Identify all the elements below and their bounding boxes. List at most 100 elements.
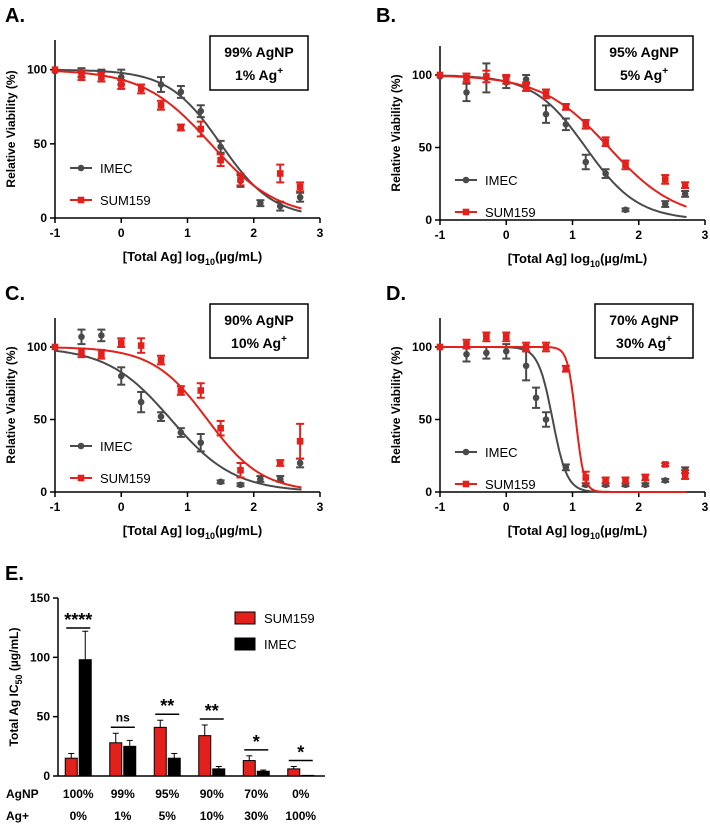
bar-sum159 (242, 760, 256, 777)
y-tick-label: 0 (43, 769, 50, 783)
x-axis-title-unit: (µg/mL) (215, 249, 262, 264)
data-point-sum159 (502, 333, 510, 341)
data-point-imec (177, 88, 185, 96)
x-tick-label: 2 (635, 500, 642, 514)
legend-label: IMEC (485, 173, 518, 188)
y-axis-title: Relative Viability (%) (389, 74, 403, 191)
data-point-sum159 (483, 73, 490, 80)
y-axis-title: Relative Viability (%) (4, 70, 18, 187)
data-point-imec (276, 202, 284, 210)
x-tick-label: 1 (569, 228, 576, 242)
data-point-sum159 (661, 176, 669, 183)
data-point-sum159 (463, 340, 470, 348)
bar-imec (301, 774, 315, 777)
condition-box (594, 303, 694, 359)
agnp-percent-label: 100% (63, 787, 94, 801)
y-axis-title: Relative Viability (%) (389, 346, 403, 463)
data-point-imec (78, 333, 85, 341)
data-point-sum159 (463, 74, 470, 82)
data-point-sum159 (117, 81, 125, 88)
ag-ion-percent-label: 5% (159, 809, 177, 823)
data-point-imec (661, 200, 669, 208)
condition-box (209, 303, 309, 359)
agnp-percent-label: 0% (292, 787, 310, 801)
y-tick-label: 0 (40, 211, 47, 225)
data-point-sum159 (78, 349, 85, 357)
condition-ag-ion-text: 10% Ag (231, 335, 281, 351)
data-point-sum159 (602, 138, 609, 145)
y-axis-title-main: Total Ag IC (7, 684, 21, 746)
y-tick-label: 50 (419, 413, 433, 427)
condition-ag-ion-text: 30% Ag (616, 335, 666, 351)
data-point-sum159 (522, 343, 530, 351)
significance-label: ** (205, 701, 219, 721)
data-point-sum159 (137, 342, 145, 349)
x-axis-title-subscript: 10 (590, 259, 600, 269)
legend-marker (462, 448, 470, 456)
data-point-sum159 (137, 85, 145, 93)
data-point-sum159 (197, 125, 205, 133)
ag-ion-percent-label: 100% (285, 809, 316, 823)
data-point-sum159 (78, 72, 85, 79)
data-point-imec (157, 81, 165, 88)
data-point-sum159 (436, 343, 444, 351)
x-tick-label: 2 (635, 228, 642, 242)
data-point-sum159 (582, 121, 590, 128)
x-tick-label: 2 (250, 226, 257, 240)
data-point-sum159 (157, 101, 165, 109)
fit-curve-sum159 (55, 346, 302, 489)
fit-curve-imec (439, 74, 687, 218)
data-point-imec (542, 416, 550, 423)
bar-sum159 (153, 726, 167, 777)
data-point-imec (622, 206, 629, 214)
data-point-imec (522, 362, 530, 370)
data-point-sum159 (217, 424, 224, 432)
data-point-sum159 (562, 103, 570, 111)
data-point-imec (562, 464, 570, 471)
x-tick-label: 0 (503, 228, 510, 242)
significance-label: * (253, 732, 260, 752)
legend-marker (462, 480, 470, 488)
x-axis-title-unit: (µg/mL) (600, 523, 647, 538)
condition-box (594, 35, 694, 91)
data-point-sum159 (542, 90, 550, 98)
y-tick-label: 50 (34, 413, 48, 427)
data-point-sum159 (681, 471, 689, 478)
condition-ag-ion-superscript: + (277, 66, 283, 77)
y-axis-title-subscript: 50 (14, 674, 24, 684)
x-axis-title-main: [Total Ag] log (123, 523, 205, 538)
legend-label: SUM159 (100, 471, 151, 486)
data-point-sum159 (51, 343, 59, 351)
bar-imec (123, 745, 137, 777)
ag-ion-percent-label: 1% (114, 809, 132, 823)
fit-curve-sum159 (440, 75, 687, 208)
data-point-sum159 (296, 437, 304, 445)
data-point-imec (522, 76, 530, 83)
data-point-imec (542, 110, 550, 118)
panel-letter: E. (5, 563, 24, 585)
legend-label: IMEC (100, 161, 133, 176)
condition-agnp: 99% AgNP (224, 44, 294, 60)
x-tick-label: 3 (317, 500, 324, 514)
y-tick-label: 0 (40, 485, 47, 499)
fit-curve-sum159 (440, 346, 687, 493)
x-axis-title: [Total Ag] log10(µg/mL) (123, 523, 263, 541)
legend-label: IMEC (264, 637, 297, 652)
x-tick-label: -1 (435, 228, 446, 242)
data-point-imec (463, 350, 470, 358)
data-point-sum159 (276, 170, 284, 177)
bar-imec (212, 768, 226, 777)
x-axis-title-main: [Total Ag] log (123, 249, 205, 264)
y-axis-title: Total Ag IC50 (µg/mL) (7, 628, 24, 747)
data-point-sum159 (157, 356, 165, 364)
ag-ion-percent-label: 10% (200, 809, 224, 823)
series-sum159: SUM159 (51, 337, 305, 489)
data-point-sum159 (582, 474, 590, 481)
fit-curve-imec (54, 349, 302, 491)
y-tick-label: 50 (419, 141, 433, 155)
